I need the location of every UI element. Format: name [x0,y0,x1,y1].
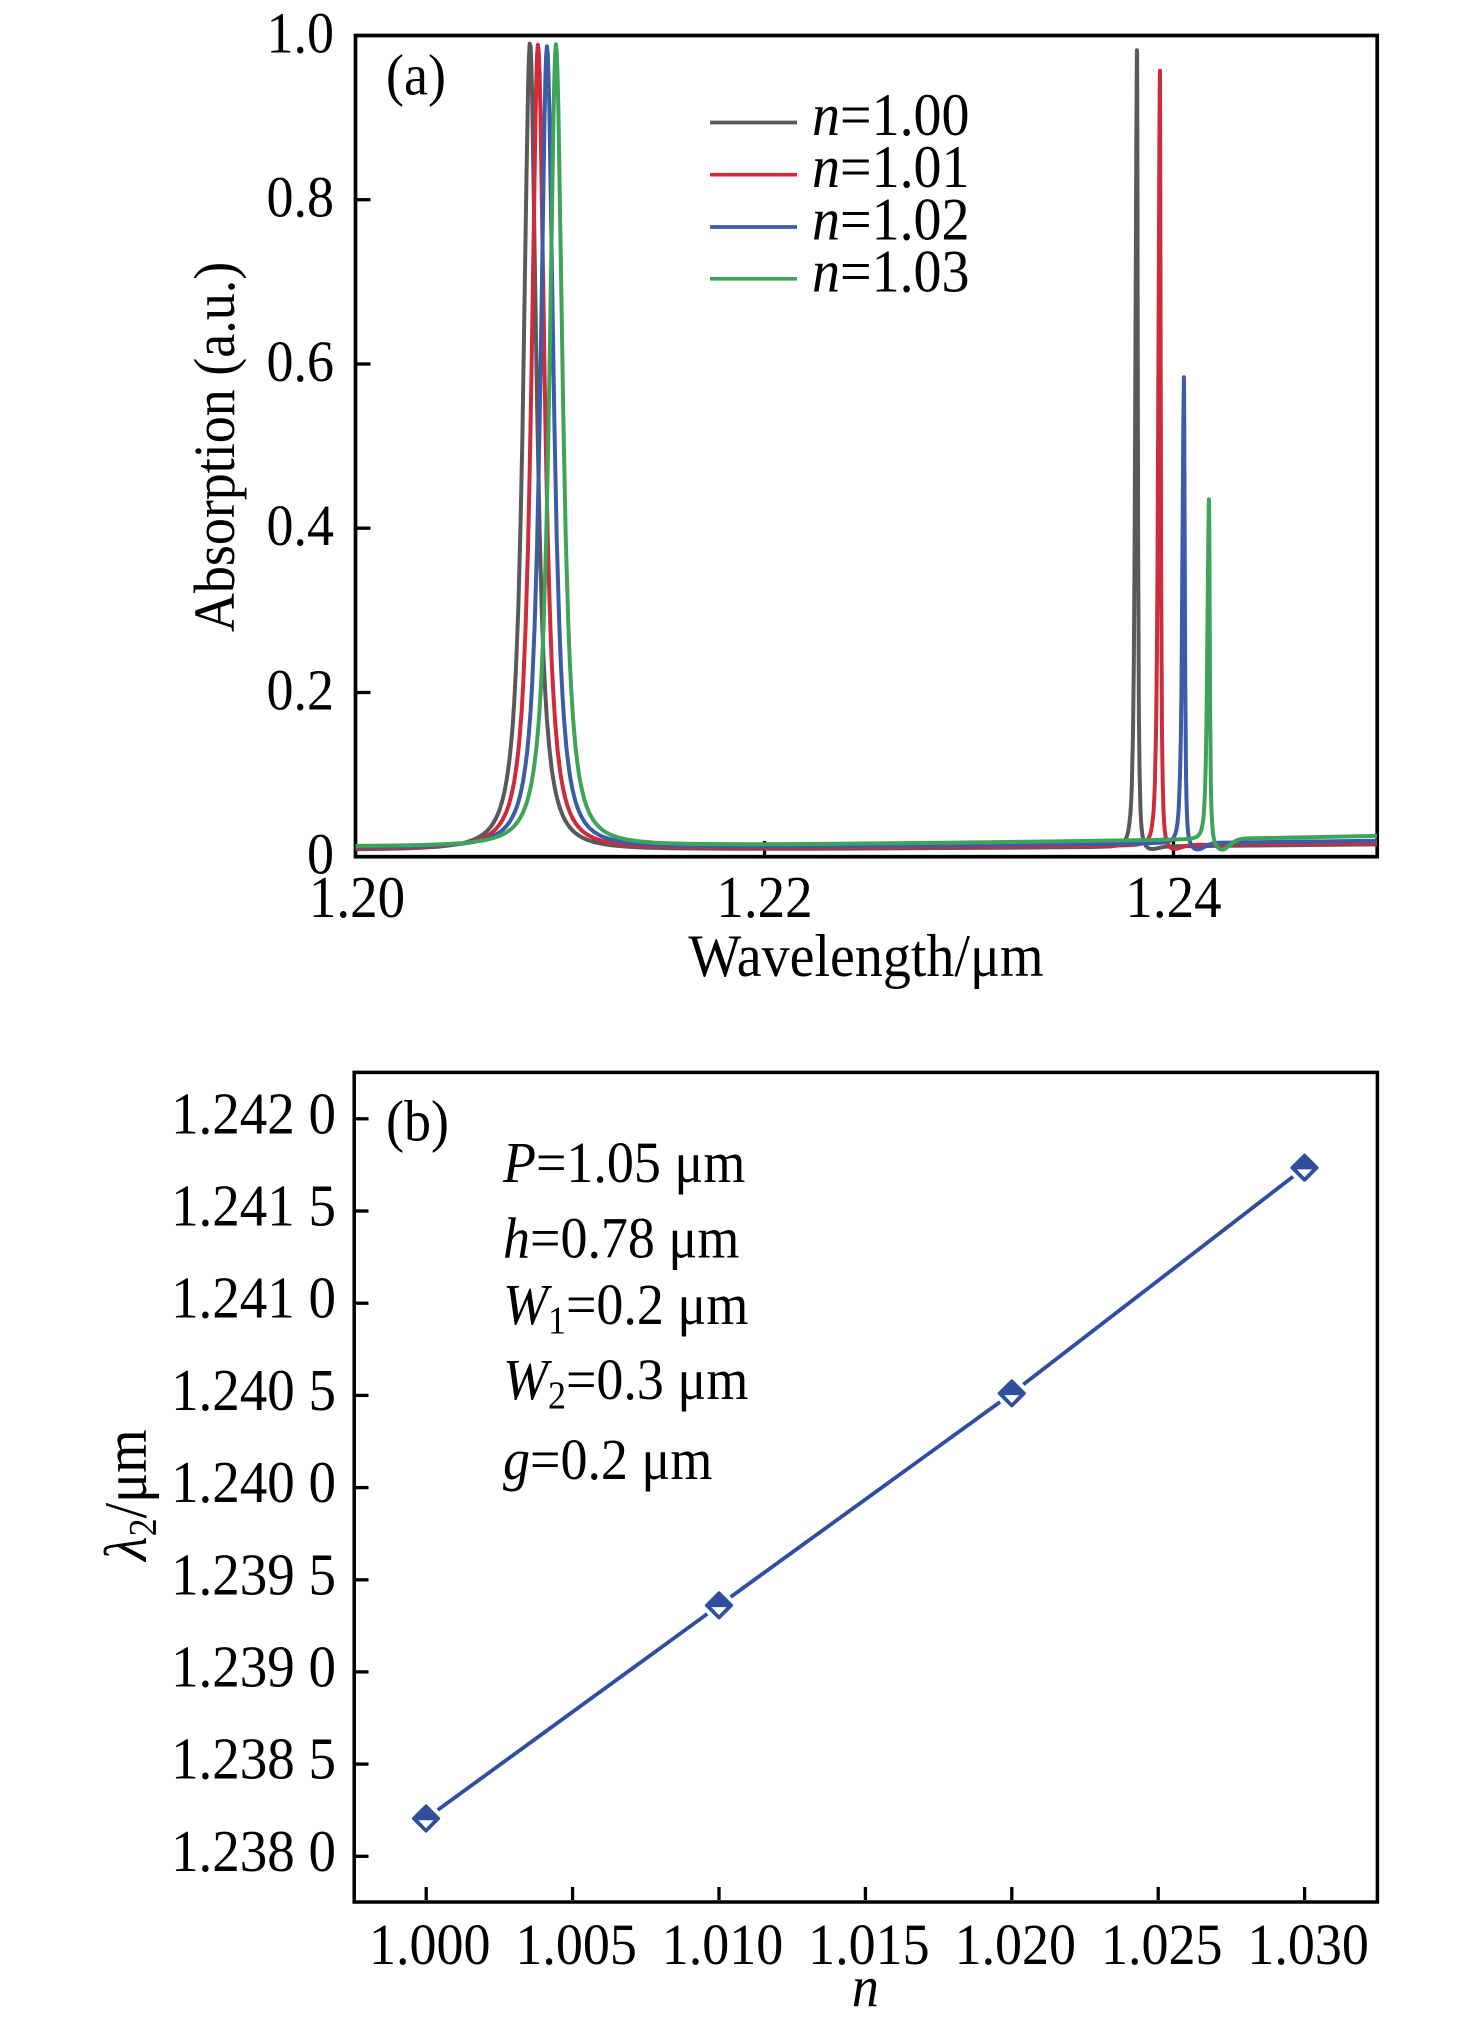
svg-text:n=1.03: n=1.03 [812,237,970,304]
svg-text:n=1.02: n=1.02 [812,186,970,253]
svg-text:0.2: 0.2 [267,659,334,723]
svg-text:1.241 0: 1.241 0 [171,1266,336,1331]
svg-text:Wavelength/μm: Wavelength/μm [688,922,1043,989]
svg-text:(b): (b) [386,1090,449,1154]
svg-text:1.000: 1.000 [369,1913,490,1977]
svg-text:0.6: 0.6 [267,330,334,394]
svg-text:1.238 5: 1.238 5 [171,1727,336,1792]
svg-text:W2=0.3 μm: W2=0.3 μm [503,1348,748,1417]
svg-text:Absorption (a.u.): Absorption (a.u.) [183,262,247,632]
svg-text:1.241 5: 1.241 5 [171,1174,336,1239]
svg-text:W1=0.2 μm: W1=0.2 μm [503,1273,748,1342]
svg-text:1.238 0: 1.238 0 [171,1819,336,1884]
svg-text:1.239 5: 1.239 5 [171,1542,336,1607]
svg-text:1.242 0: 1.242 0 [171,1082,336,1147]
svg-text:1.015: 1.015 [808,1913,929,1977]
svg-text:0.4: 0.4 [267,494,334,558]
svg-text:0: 0 [307,823,334,887]
svg-text:n: n [852,1955,879,2019]
svg-text:1.22: 1.22 [716,865,812,930]
svg-text:g=0.2 μm: g=0.2 μm [503,1428,712,1492]
svg-text:n=1.00: n=1.00 [812,81,970,148]
svg-text:1.020: 1.020 [955,1913,1076,1977]
svg-text:1.030: 1.030 [1247,1913,1368,1977]
svg-text:1.24: 1.24 [1125,865,1221,930]
svg-text:1.005: 1.005 [515,1913,636,1977]
svg-text:1.010: 1.010 [662,1913,783,1977]
svg-text:1.239 0: 1.239 0 [171,1635,336,1700]
svg-text:λ2/μm: λ2/μm [92,1429,165,1562]
svg-text:1.20: 1.20 [309,865,405,930]
svg-text:n=1.01: n=1.01 [812,133,970,200]
svg-text:1.0: 1.0 [267,2,334,66]
svg-text:1.240 5: 1.240 5 [171,1358,336,1423]
svg-text:0.8: 0.8 [267,166,334,230]
svg-text:h=0.78 μm: h=0.78 μm [503,1207,739,1271]
svg-text:1.240 0: 1.240 0 [171,1450,336,1515]
svg-text:(a): (a) [386,44,446,108]
svg-text:P=1.05 μm: P=1.05 μm [502,1131,745,1195]
svg-text:1.025: 1.025 [1101,1913,1222,1977]
